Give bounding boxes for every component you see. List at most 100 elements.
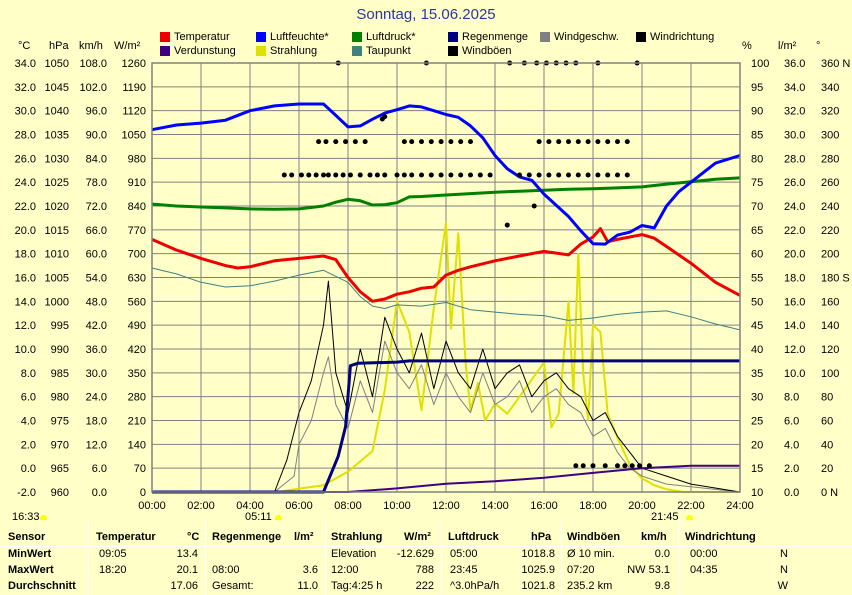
tick-label-deg: 0 N	[821, 487, 838, 499]
tick-label-hpa: 1020	[45, 201, 69, 213]
stats-cell-dir-time: 04:35	[690, 564, 718, 576]
tick-label-wm2: 700	[128, 249, 146, 261]
series-line-luftfeuchte	[151, 102, 741, 246]
tick-label-hpa: 975	[51, 416, 69, 428]
tick-label-x: 24:00	[726, 500, 754, 512]
point-windrichtung	[458, 172, 464, 178]
stats-cell-rad-val: 222	[415, 580, 434, 592]
point-windrichtung	[556, 172, 562, 178]
legend-label: Windböen	[462, 45, 512, 58]
stats-table: Sensor Temperatur °C Regenmenge l/m² Str…	[0, 520, 852, 595]
tick-label-kmh: 72.0	[86, 201, 107, 213]
point-windrichtung	[394, 172, 400, 178]
tick-label-hpa: 1035	[45, 130, 69, 142]
tick-label-hpa: 1010	[45, 249, 69, 261]
tick-label-deg: 200	[821, 249, 839, 261]
stats-cell-rad-val: -12.629	[396, 548, 434, 560]
tick-label-deg: 180 S	[821, 273, 850, 285]
stats-cell-gust-label: 07:20	[567, 564, 595, 576]
point-windrichtung	[595, 172, 601, 178]
tick-label-wm2: 490	[128, 320, 146, 332]
point-windrichtung	[573, 463, 579, 469]
tick-label-hpa: 1005	[45, 273, 69, 285]
tick-label-x: 00:00	[138, 500, 166, 512]
tick-label-temp: -2.0	[17, 487, 36, 499]
legend-label: Luftdruck*	[366, 31, 416, 44]
legend-label: Taupunkt	[366, 45, 411, 58]
tick-label-temp: 16.0	[15, 273, 36, 285]
tick-label-pct: 85	[751, 130, 763, 142]
tick-label-pct: 55	[751, 273, 763, 285]
point-windrichtung	[313, 172, 319, 178]
tick-label-deg: 80	[821, 392, 833, 404]
series-line-luftdruck	[151, 176, 741, 211]
tick-label-deg: 260	[821, 177, 839, 189]
tick-label-hpa: 1015	[45, 225, 69, 237]
point-windrichtung	[566, 172, 571, 178]
stats-divider	[678, 520, 679, 595]
tick-label-hpa: 1025	[45, 177, 69, 189]
tick-label-hpa: 1030	[45, 153, 69, 165]
tick-label-lm2: 18.0	[784, 273, 805, 285]
point-windrichtung	[517, 172, 522, 178]
point-windrichtung	[401, 172, 407, 178]
tick-label-deg: 320	[821, 106, 839, 118]
plot-frame	[151, 62, 741, 493]
tick-label-temp: 2.0	[21, 439, 36, 451]
legend-swatch	[540, 32, 550, 43]
stats-divider	[441, 520, 442, 595]
legend-swatch	[448, 32, 458, 43]
legend-label: Verdunstung	[174, 45, 236, 58]
stats-cell-dir-time: 00:00	[690, 548, 718, 560]
tick-label-temp: 24.0	[15, 177, 36, 189]
tick-label-wm2: 630	[128, 273, 146, 285]
point-windrichtung	[333, 139, 339, 145]
stats-row-divider	[0, 546, 852, 547]
stats-header-press-unit: hPa	[531, 531, 552, 543]
stats-cell-temp-val: 13.4	[176, 548, 198, 560]
tick-label-pct: 30	[751, 392, 763, 404]
point-windrichtung	[546, 139, 552, 145]
series-windrichtung	[281, 60, 652, 469]
point-windrichtung	[504, 222, 510, 228]
point-windrichtung	[595, 139, 601, 145]
sunset-dot	[686, 515, 693, 522]
point-windrichtung	[428, 139, 434, 145]
tick-label-temp: 32.0	[15, 82, 36, 94]
unit-celsius: °C	[18, 40, 31, 52]
tick-label-x: 16:00	[530, 500, 558, 512]
tick-label-lm2: 4.0	[784, 439, 799, 451]
tick-label-wm2: 1050	[122, 130, 146, 142]
point-windrichtung	[333, 172, 339, 178]
tick-label-temp: 0.0	[21, 463, 36, 475]
tick-label-lm2: 6.0	[784, 416, 799, 428]
point-windrichtung	[615, 139, 620, 145]
point-windrichtung	[438, 172, 444, 178]
tick-label-temp: 14.0	[15, 296, 36, 308]
legend-swatch	[256, 32, 266, 43]
point-windrichtung	[323, 139, 329, 145]
tick-label-temp: 26.0	[15, 153, 36, 165]
legend-item: Temperatur	[160, 31, 230, 43]
legend-label: Temperatur	[174, 31, 230, 44]
tick-label-kmh: 18.0	[86, 416, 107, 428]
stats-cell-rad-label: 12:00	[331, 564, 359, 576]
tick-label-lm2: 28.0	[784, 153, 805, 165]
point-windrichtung	[362, 139, 368, 145]
series-line-windgeschw	[152, 340, 741, 493]
point-windrichtung	[347, 172, 353, 178]
tick-label-pct: 75	[751, 177, 763, 189]
weather-chart: 34.0 32.0 30.0 28.0 26.0 24.0 22.0 20.0 18.0 16.0…	[15, 58, 851, 512]
tick-label-kmh: 12.0	[86, 439, 107, 451]
tick-label-deg: 100	[821, 368, 839, 380]
tick-label-lm2: 12.0	[784, 344, 805, 356]
tick-label-temp: 34.0	[15, 58, 36, 70]
tick-label-temp: 8.0	[21, 368, 36, 380]
tick-label-hpa: 1050	[45, 58, 69, 70]
tick-label-kmh: 66.0	[86, 225, 107, 237]
point-windrichtung	[526, 172, 532, 178]
tick-label-wm2: 1260	[122, 58, 146, 70]
point-windrichtung	[468, 139, 473, 145]
point-windrichtung	[401, 139, 407, 145]
tick-label-hpa: 970	[51, 439, 69, 451]
